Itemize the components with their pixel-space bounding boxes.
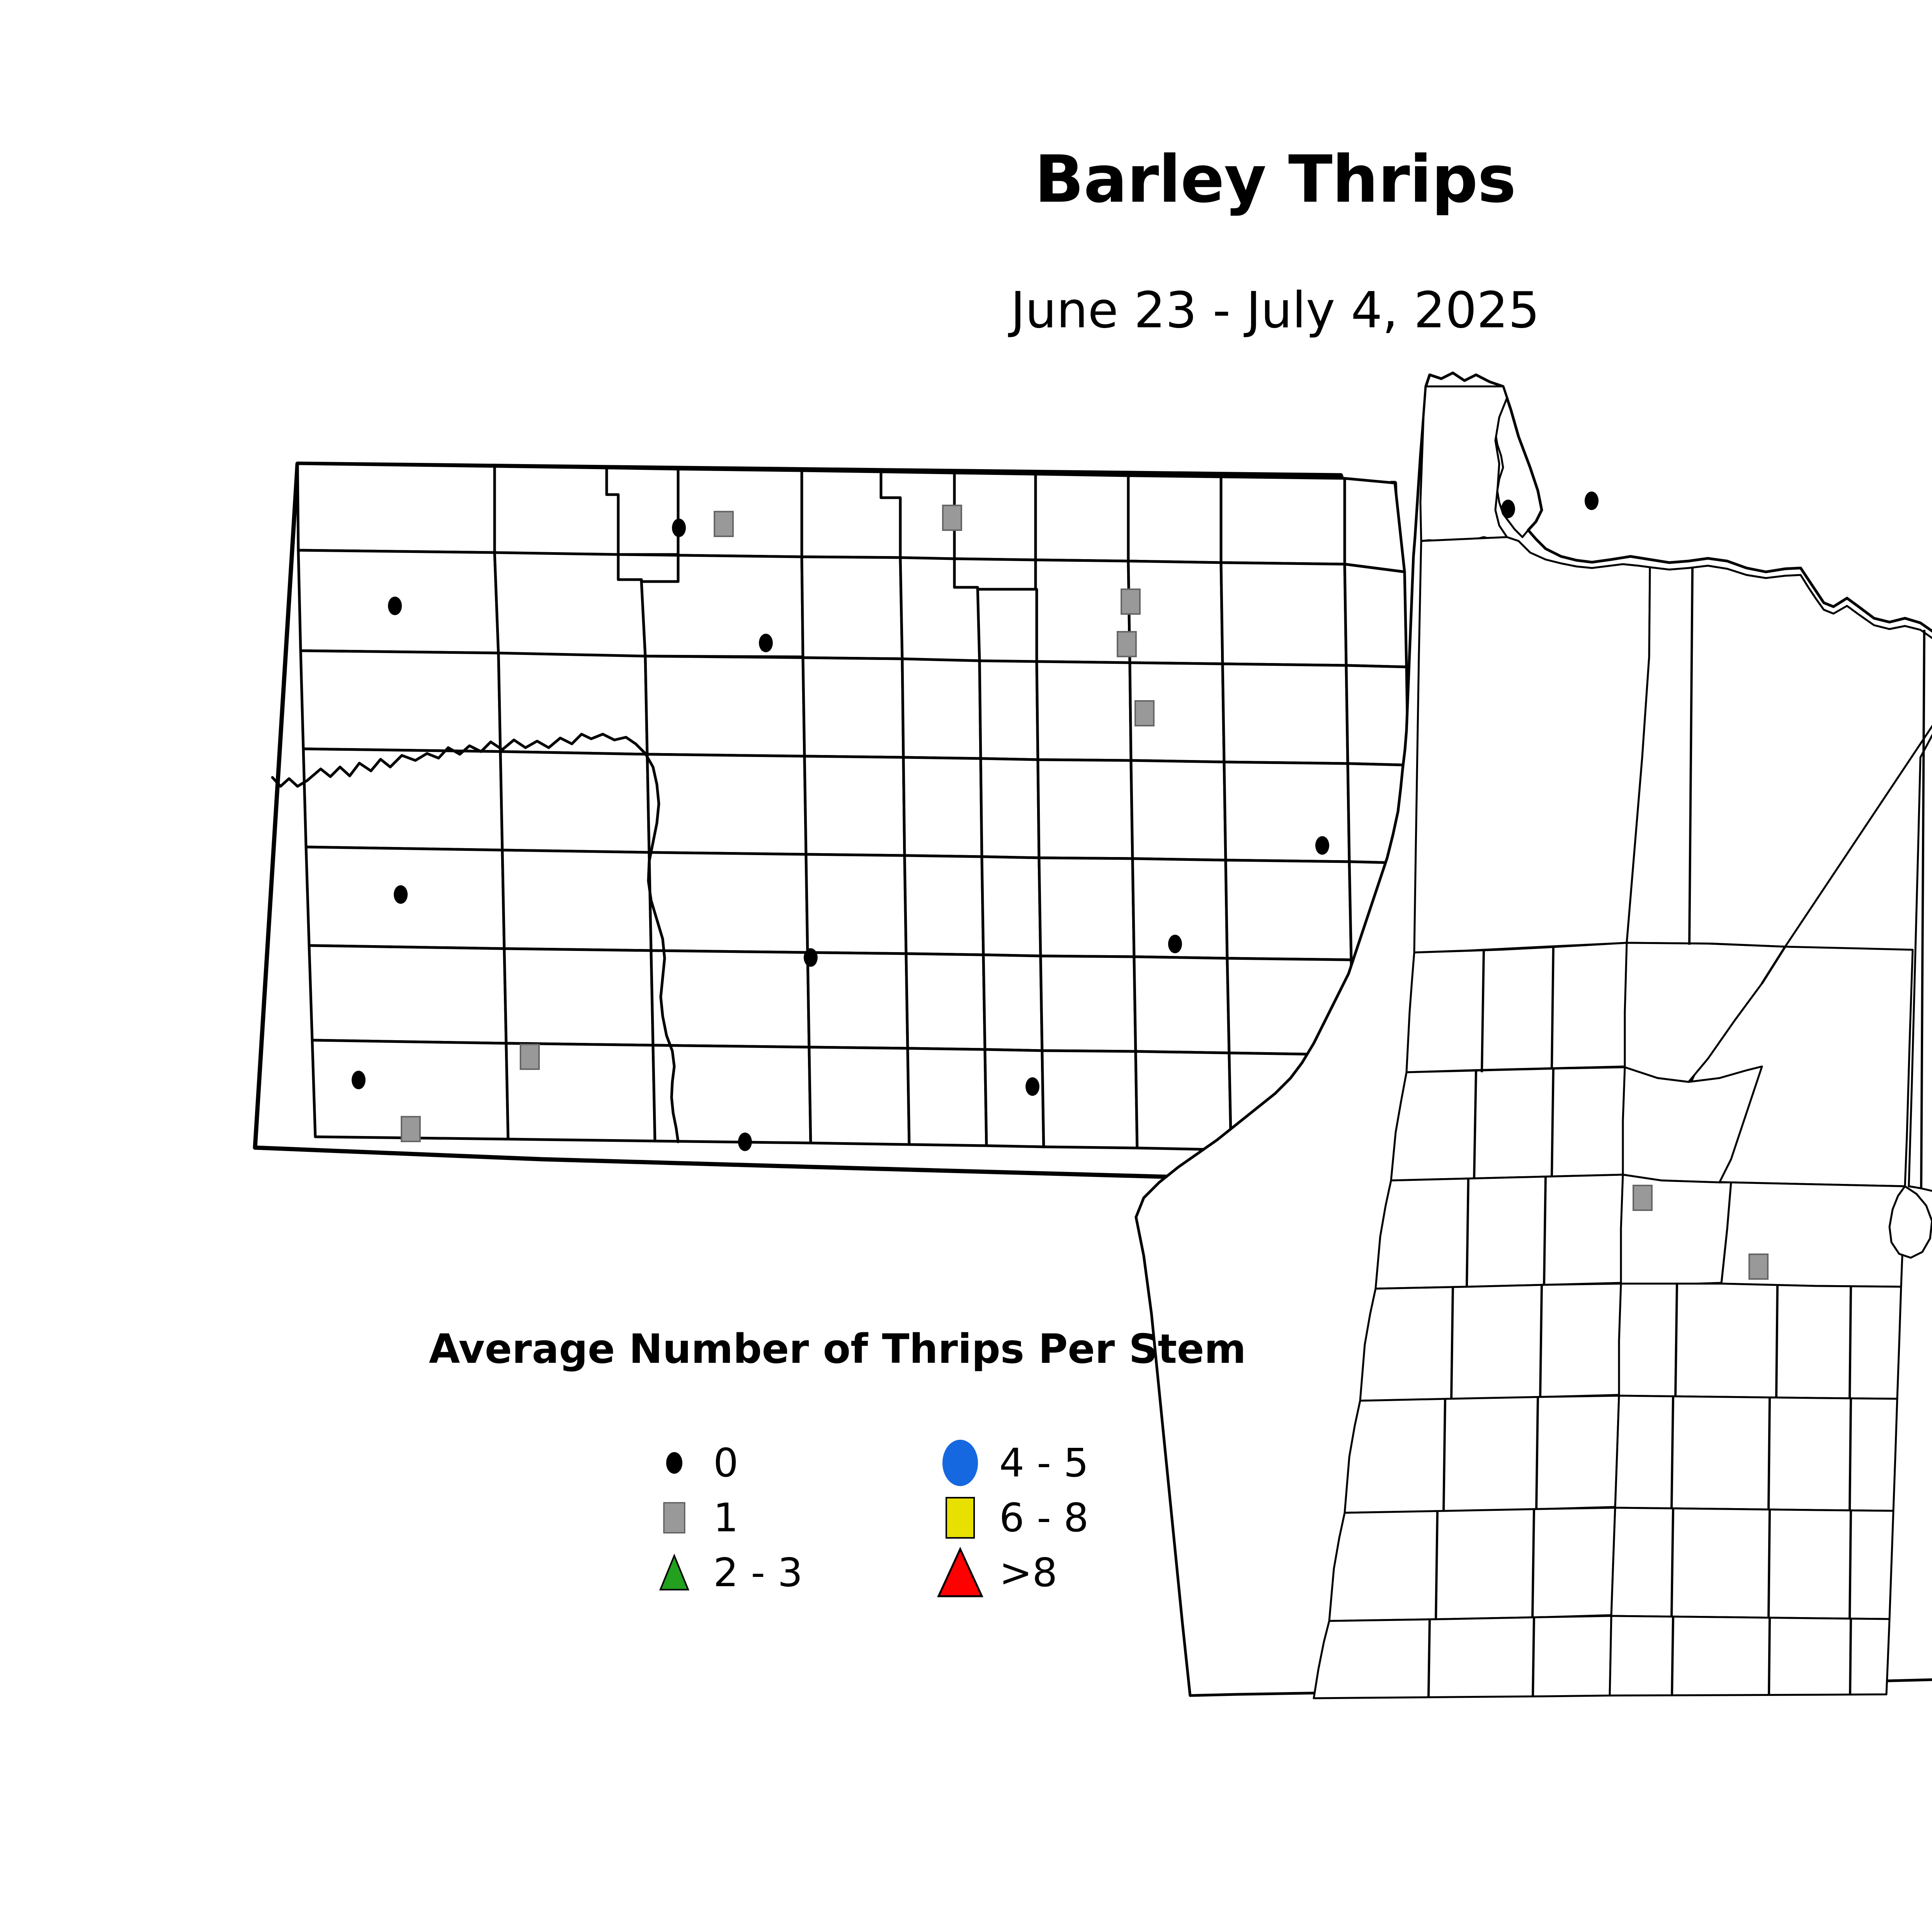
legend-label-6-8: 6 - 8 [999,1495,1089,1541]
legend-row: 1 6 - 8 [645,1490,1217,1545]
legend-label-gt8: >8 [999,1549,1058,1596]
legend-item-6-8[interactable]: 6 - 8 [931,1491,1217,1545]
map-marker-1[interactable] [1134,700,1155,726]
map-marker-1[interactable] [1748,1253,1769,1280]
map-marker-0[interactable] [388,597,402,615]
map-marker-1[interactable] [714,511,734,537]
map-marker-0[interactable] [1315,836,1329,855]
map-marker-0[interactable] [759,634,773,652]
map-marker-1[interactable] [942,505,962,531]
legend-title: Average Number of Thrips Per Stem [429,1325,1246,1372]
green-triangle-icon [645,1549,703,1596]
blue-circle-icon [931,1438,989,1488]
mn-county-dividers [1427,568,1925,1698]
map-marker-0[interactable] [394,885,408,904]
legend-row: 0 4 - 5 [645,1435,1217,1490]
red-triangle-icon [931,1544,989,1602]
map-marker-0[interactable] [672,519,686,537]
legend-label-4-5: 4 - 5 [999,1440,1089,1486]
map-marker-0[interactable] [738,1133,752,1151]
map-marker-0[interactable] [1168,935,1182,953]
legend-row: 2 - 3 >8 [645,1545,1217,1600]
map-marker-0[interactable] [1026,1077,1039,1096]
legend-label-2-3: 2 - 3 [713,1549,803,1596]
small-black-dot-icon [645,1447,703,1478]
legend-label-1: 1 [713,1495,738,1541]
legend-item-0[interactable]: 0 [645,1440,931,1486]
legend-grid: 0 4 - 5 1 [645,1435,1217,1600]
map-marker-1[interactable] [1121,588,1141,615]
map-marker-0[interactable] [804,948,818,967]
yellow-square-icon [931,1491,989,1545]
minnesota-counties [1134,371,1932,1699]
legend: Average Number of Thrips Per Stem 0 4 - … [429,1325,1356,1623]
legend-label-0: 0 [713,1440,738,1486]
map-marker-0[interactable] [352,1071,366,1089]
map-marker-1[interactable] [1633,1185,1653,1211]
map-marker-1[interactable] [520,1044,540,1070]
legend-item-2-3[interactable]: 2 - 3 [645,1549,931,1596]
map-marker-0[interactable] [1501,500,1515,518]
page-subtitle: June 23 - July 4, 2025 [1010,282,1540,339]
legend-item-1[interactable]: 1 [645,1495,931,1541]
page-title: Barley Thrips [1034,141,1516,217]
map-marker-0[interactable] [1585,492,1599,510]
map-marker-1[interactable] [1117,631,1137,657]
north-dakota-counties [253,461,1475,1185]
legend-item-gt8[interactable]: >8 [931,1544,1217,1602]
gray-square-icon [645,1497,703,1539]
map-marker-1[interactable] [401,1116,421,1142]
mn-nw-counties [1359,942,1906,1402]
data-markers[interactable] [352,492,1769,1280]
mn-central-counties [1313,1395,1898,1699]
mn-north-counties [1413,385,1932,1192]
legend-item-4-5[interactable]: 4 - 5 [931,1438,1217,1488]
